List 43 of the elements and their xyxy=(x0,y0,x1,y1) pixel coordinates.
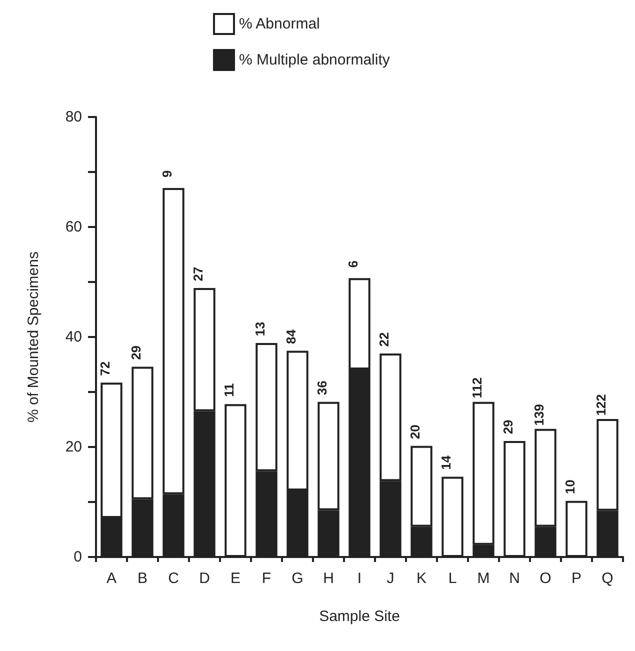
y-tick-label: 60 xyxy=(65,218,82,236)
x-tick-label: N xyxy=(509,570,520,587)
x-tick-label: B xyxy=(137,570,148,587)
x-tick-label: A xyxy=(106,570,117,587)
x-tick-label: F xyxy=(262,570,272,587)
annotation: 84 xyxy=(284,328,298,344)
y-tick-label: 0 xyxy=(74,548,82,566)
legend-label: % Abnormal xyxy=(239,16,320,32)
x-tick-label: L xyxy=(448,570,457,587)
annotation: 6 xyxy=(346,260,360,268)
annotation: 29 xyxy=(500,420,516,434)
annotation: 22 xyxy=(376,332,392,347)
annotation: 122 xyxy=(594,394,608,416)
x-tick-label: I xyxy=(357,570,362,587)
annotation: 11 xyxy=(222,383,236,397)
annotation: 72 xyxy=(98,361,112,376)
x-tick-label: E xyxy=(230,570,241,587)
annotation: 27 xyxy=(190,266,206,282)
y-tick-label: 40 xyxy=(65,328,82,346)
x-axis-title: Sample Site xyxy=(319,608,400,625)
annotation: 20 xyxy=(408,424,422,440)
annotation: 112 xyxy=(470,377,484,398)
y-tick-label: 20 xyxy=(65,438,82,456)
x-tick-label: O xyxy=(540,570,552,587)
annotation: 29 xyxy=(128,345,144,360)
annotation: 14 xyxy=(438,454,454,470)
x-tick-label: J xyxy=(386,570,394,587)
annotation: 9 xyxy=(160,170,174,178)
x-tick-label: P xyxy=(571,570,582,587)
y-tick-label: 80 xyxy=(65,108,82,126)
x-tick-label: M xyxy=(477,570,490,587)
x-tick-label: H xyxy=(323,570,334,587)
legend-label: % Multiple abnormality xyxy=(239,52,390,68)
annotation: 13 xyxy=(252,322,268,336)
y-axis-title: % of Mounted Specimens xyxy=(25,252,42,422)
x-tick-label: K xyxy=(416,570,427,587)
x-tick-label: G xyxy=(292,570,304,587)
annotation: 139 xyxy=(532,404,546,426)
annotation: 36 xyxy=(314,380,330,396)
x-tick-label: C xyxy=(168,570,180,587)
x-tick-label: D xyxy=(199,570,210,587)
annotation: 10 xyxy=(562,480,578,494)
x-tick-label: Q xyxy=(602,570,614,587)
